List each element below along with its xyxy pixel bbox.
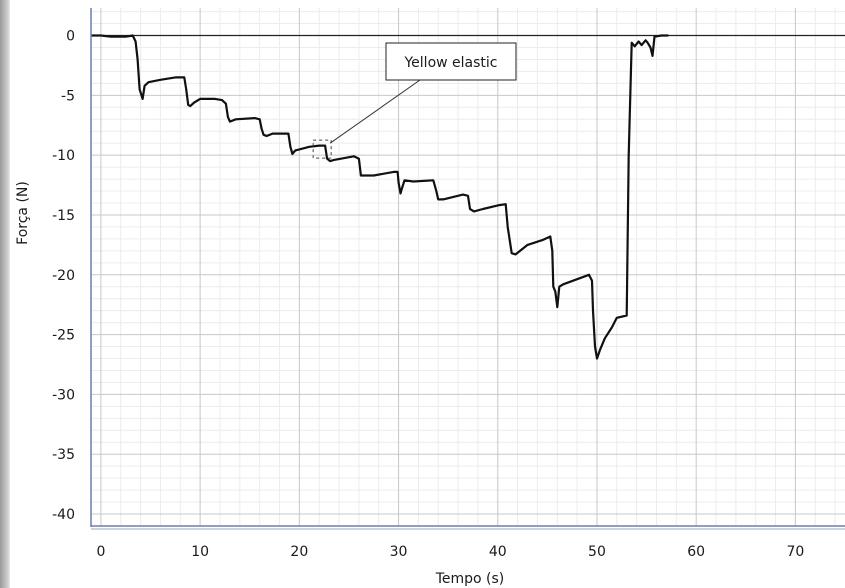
x-tick-label: 30 (390, 544, 408, 560)
y-tick-label: -25 (52, 328, 75, 344)
x-tick-label: 60 (687, 544, 705, 560)
y-tick-label: -5 (61, 88, 75, 104)
annotation-leader-line (329, 79, 421, 144)
plot-background (91, 8, 845, 526)
y-tick-label: -35 (52, 447, 75, 463)
window-edge (0, 0, 10, 588)
x-tick-labels: 0 10 20 30 40 50 60 70 (96, 544, 804, 560)
x-tick-label: 50 (588, 544, 606, 560)
x-tick-label: 10 (191, 544, 209, 560)
x-tick-label: 0 (96, 544, 105, 560)
annotation-target-marker (312, 139, 332, 159)
x-tick-label: 20 (290, 544, 308, 560)
annotation-box[interactable] (385, 42, 517, 81)
force-series-line (91, 34, 669, 360)
y-tick-label: -10 (52, 148, 75, 164)
annotation-group[interactable]: Yellow elastic (312, 42, 517, 159)
y-tick-labels: 0 -5 -10 -15 -20 -25 -30 -35 -40 (52, 29, 75, 524)
x-axis-title: Tempo (s) (435, 571, 505, 587)
y-tick-label: -30 (52, 387, 75, 403)
y-axis-title: Força (N) (15, 181, 31, 245)
annotation-label: Yellow elastic (403, 55, 497, 71)
x-tick-label: 70 (786, 544, 804, 560)
y-tick-label: -40 (52, 507, 75, 523)
major-grid (91, 8, 845, 526)
series-group (91, 34, 669, 360)
y-tick-label: 0 (66, 29, 75, 45)
y-tick-label: -15 (52, 208, 75, 224)
minor-grid (91, 8, 845, 527)
axes-group (90, 8, 845, 530)
x-tick-label: 40 (489, 544, 507, 560)
y-tick-label: -20 (52, 268, 75, 284)
